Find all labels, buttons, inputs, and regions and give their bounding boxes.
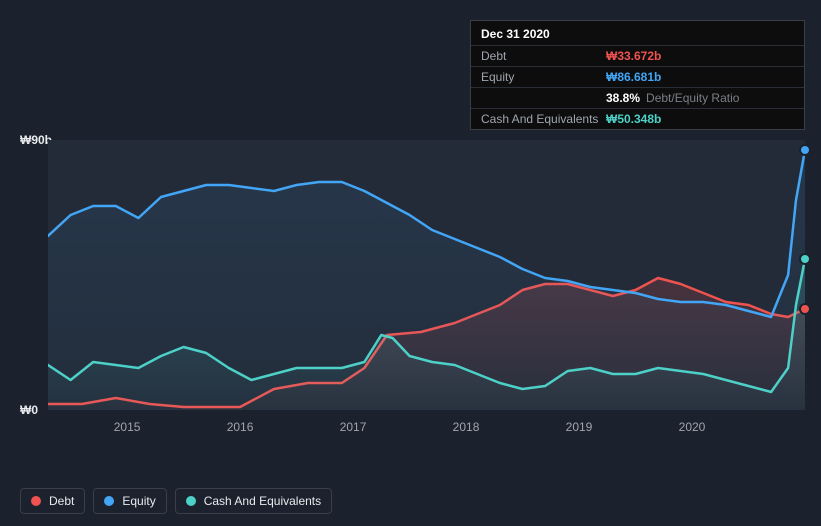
- tooltip-row: 38.8%Debt/Equity Ratio: [471, 87, 804, 108]
- x-axis-label: 2018: [453, 420, 480, 434]
- series-end-marker: [799, 144, 811, 156]
- legend-swatch-icon: [104, 496, 114, 506]
- legend-swatch-icon: [186, 496, 196, 506]
- tooltip-row-label: Equity: [481, 70, 606, 84]
- x-axis-label: 2020: [679, 420, 706, 434]
- legend-item[interactable]: Cash And Equivalents: [175, 488, 332, 514]
- tooltip-row-value: 38.8%Debt/Equity Ratio: [606, 91, 739, 105]
- legend-item[interactable]: Debt: [20, 488, 85, 514]
- legend-label: Debt: [49, 494, 74, 508]
- y-axis-label: ₩0: [20, 403, 38, 417]
- tooltip-row-extra: Debt/Equity Ratio: [646, 91, 739, 105]
- x-axis-label: 2015: [114, 420, 141, 434]
- financials-chart: ₩90b₩0 201520162017201820192020: [20, 120, 813, 440]
- tooltip-row-value: ₩33.672b: [606, 49, 661, 63]
- x-axis-label: 2016: [227, 420, 254, 434]
- x-axis: 2015 2016 2017 2018 2019 2020: [48, 420, 805, 440]
- tooltip-row: Debt₩33.672b: [471, 45, 804, 66]
- chart-legend: Debt Equity Cash And Equivalents: [20, 488, 332, 514]
- chart-tooltip: Dec 31 2020 Debt₩33.672bEquity₩86.681b38…: [470, 20, 805, 130]
- tooltip-row-label: Debt: [481, 49, 606, 63]
- legend-item[interactable]: Equity: [93, 488, 166, 514]
- x-axis-label: 2019: [566, 420, 593, 434]
- legend-label: Equity: [122, 494, 155, 508]
- plot-area[interactable]: [48, 140, 805, 410]
- tooltip-date: Dec 31 2020: [471, 21, 804, 45]
- tooltip-row: Equity₩86.681b: [471, 66, 804, 87]
- legend-label: Cash And Equivalents: [204, 494, 321, 508]
- tooltip-row-label: [481, 91, 606, 105]
- series-end-marker: [799, 303, 811, 315]
- x-axis-label: 2017: [340, 420, 367, 434]
- tooltip-row-value: ₩86.681b: [606, 70, 661, 84]
- series-end-marker: [799, 253, 811, 265]
- legend-swatch-icon: [31, 496, 41, 506]
